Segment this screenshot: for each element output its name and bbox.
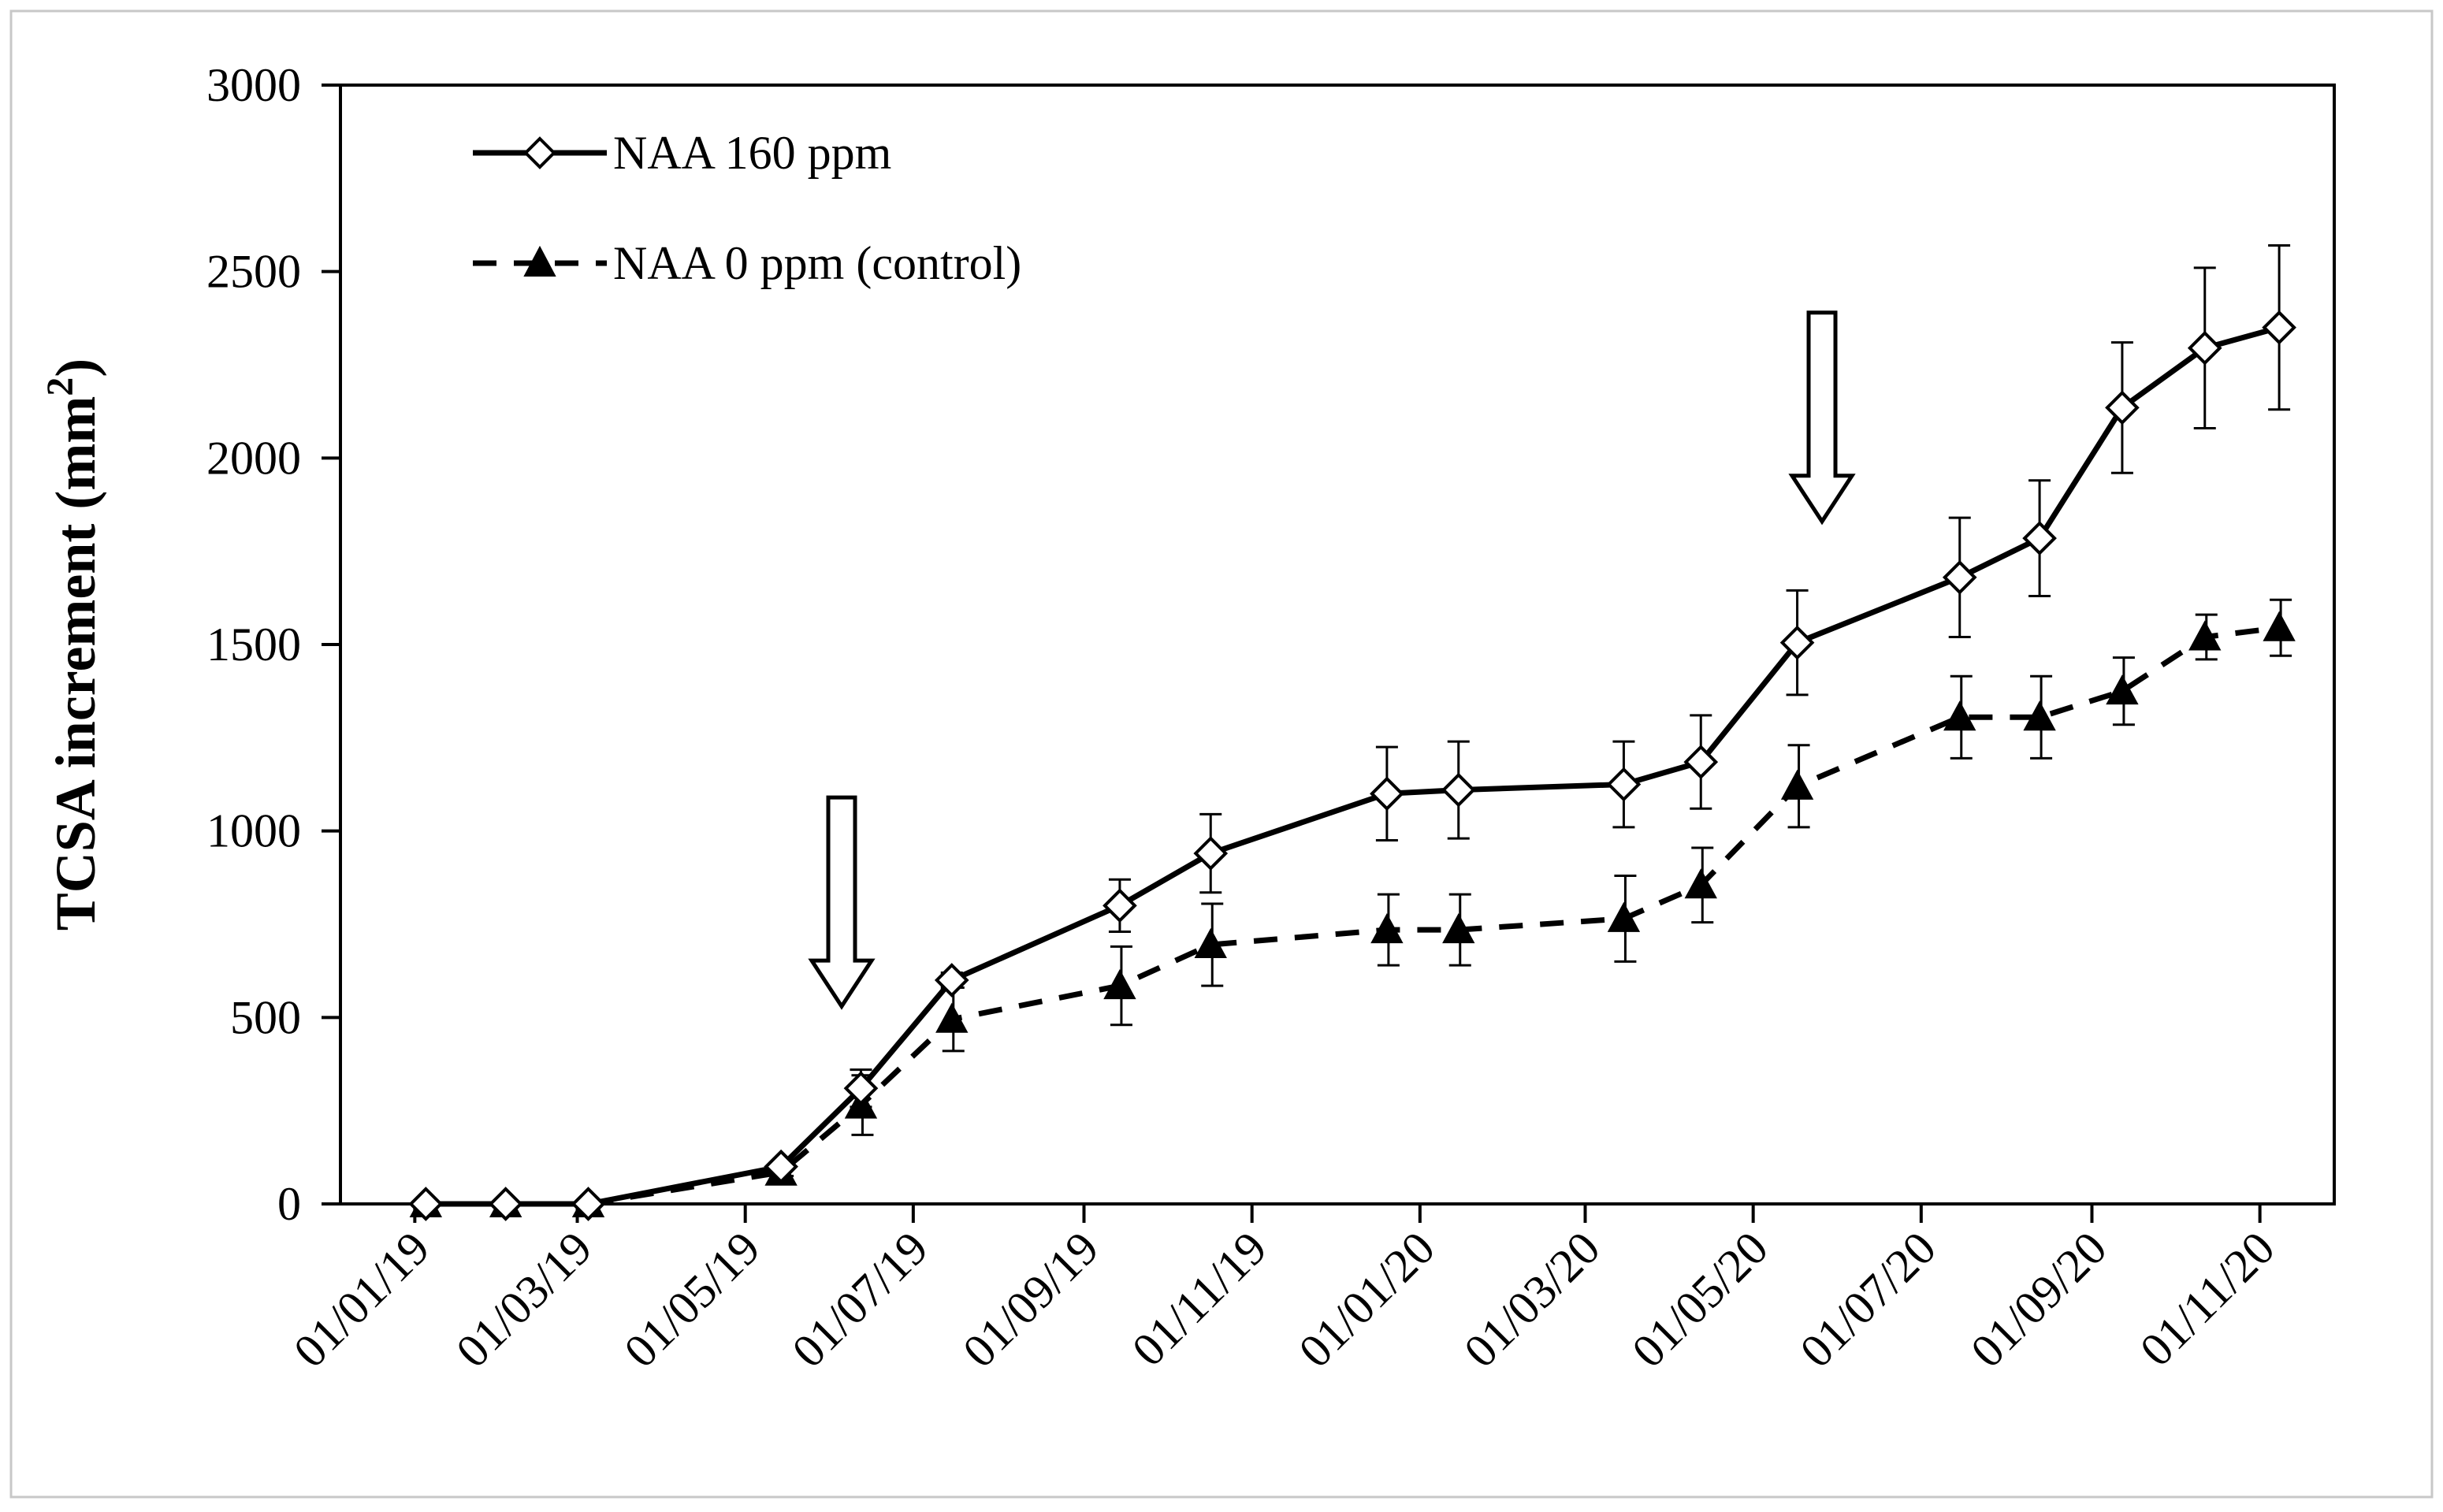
y-axis: 0 500 1000 1500 2000 2500 3000 xyxy=(206,59,340,1230)
data-point-naa-0 xyxy=(2106,674,2139,705)
data-point-naa-0 xyxy=(1370,913,1404,944)
annotations xyxy=(808,310,1856,1010)
legend-marker-naa-0 xyxy=(523,245,556,277)
legend-entry-naa-0: NAA 0 ppm (control) xyxy=(473,237,1021,289)
data-point-naa-160 xyxy=(408,1187,444,1221)
data-point-naa-0 xyxy=(1607,901,1641,932)
data-point-naa-160 xyxy=(934,963,969,997)
y-axis-title-main: TCSA increment (mm xyxy=(44,396,107,931)
data-point-naa-160 xyxy=(2105,390,2140,425)
y-axis-title-close: ) xyxy=(44,358,107,377)
data-point-naa-160 xyxy=(2262,310,2296,345)
markers xyxy=(408,310,2296,1221)
y-tick-label: 2000 xyxy=(206,432,301,484)
data-point-naa-160 xyxy=(1683,745,1719,779)
y-tick-label: 0 xyxy=(277,1178,301,1230)
data-point-naa-160 xyxy=(1606,767,1642,802)
legend-label-naa-0: NAA 0 ppm (control) xyxy=(613,237,1021,289)
data-point-naa-160 xyxy=(571,1187,606,1221)
data-point-naa-160 xyxy=(2022,521,2057,555)
legend: NAA 160 ppm NAA 0 ppm (control) xyxy=(473,127,1021,289)
data-point-naa-0 xyxy=(2263,611,2296,641)
data-point-naa-160 xyxy=(843,1071,879,1106)
down-arrow-annotation xyxy=(808,795,876,1010)
data-point-naa-0 xyxy=(1684,868,1717,899)
data-point-naa-0 xyxy=(1103,969,1136,1000)
series-lines xyxy=(426,325,2281,1207)
y-tick-label: 3000 xyxy=(206,59,301,111)
down-arrow-annotation xyxy=(1788,310,1856,526)
data-point-naa-160 xyxy=(1441,772,1476,808)
data-point-naa-160 xyxy=(488,1187,523,1221)
y-tick-label: 500 xyxy=(230,991,301,1043)
y-tick-label: 1000 xyxy=(206,805,301,857)
legend-marker-naa-160 xyxy=(523,136,556,169)
y-axis-title: TCSA increment (mm2) xyxy=(39,358,107,931)
y-tick-label: 1500 xyxy=(206,619,301,671)
data-point-naa-160 xyxy=(764,1149,798,1184)
data-point-naa-160 xyxy=(1193,836,1229,871)
legend-label-naa-160: NAA 160 ppm xyxy=(613,127,891,179)
data-point-naa-0 xyxy=(2023,700,2056,731)
data-point-naa-0 xyxy=(1943,700,1976,731)
data-point-naa-160 xyxy=(1103,888,1137,923)
data-point-naa-0 xyxy=(2188,620,2222,651)
series-line-naa-160 xyxy=(426,325,2281,1207)
data-point-naa-160 xyxy=(1942,559,1977,595)
y-tick-label: 2500 xyxy=(206,246,301,298)
data-point-naa-0 xyxy=(1780,769,1814,800)
data-point-naa-160 xyxy=(1779,625,1815,660)
legend-entry-naa-160: NAA 160 ppm xyxy=(473,127,891,179)
data-point-naa-0 xyxy=(1442,913,1475,944)
series-line-naa-0 xyxy=(426,625,2280,1207)
y-axis-title-superscript: 2 xyxy=(39,377,81,396)
outer-frame xyxy=(9,9,2434,1499)
data-point-naa-0 xyxy=(935,1002,969,1033)
data-point-naa-160 xyxy=(1370,776,1404,812)
data-point-naa-0 xyxy=(1194,927,1227,959)
data-point-naa-160 xyxy=(2187,330,2222,366)
